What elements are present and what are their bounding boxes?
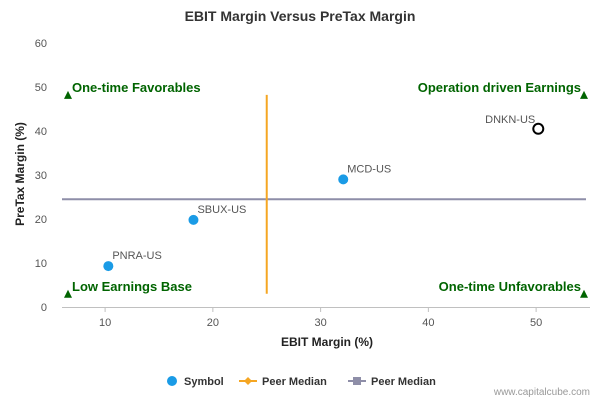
plot-area: 10 20 30 40 50 0 10 20 30 40 50 60 One-time Favorabl… <box>35 38 590 329</box>
legend-marker-circle <box>167 376 177 386</box>
x-tick-label: 50 <box>530 317 542 329</box>
legend-marker-square <box>353 377 361 385</box>
chart-title: EBIT Margin Versus PreTax Margin <box>185 8 416 24</box>
point-label: DNKN-US <box>485 114 535 126</box>
legend-label: Peer Median <box>371 376 436 388</box>
x-tick-label: 20 <box>207 317 219 329</box>
quadrant-marker <box>580 289 588 298</box>
quadrant-marker <box>64 90 72 99</box>
data-point <box>532 122 545 135</box>
credit-text: www.capitalcube.com <box>493 387 590 398</box>
quadrant-marker <box>580 90 588 99</box>
y-axis-title: PreTax Margin (%) <box>13 122 27 226</box>
quadrant-label: Operation driven Earnings <box>418 80 581 95</box>
legend-marker-diamond <box>244 377 252 385</box>
y-tick-label: 20 <box>35 214 47 226</box>
y-tick-label: 50 <box>35 82 47 94</box>
point-label: PNRA-US <box>112 250 162 262</box>
point-label: SBUX-US <box>197 204 246 216</box>
y-tick-label: 60 <box>35 38 47 50</box>
legend-label: Symbol <box>184 376 224 388</box>
point-label: MCD-US <box>347 163 391 175</box>
x-tick-label: 40 <box>422 317 434 329</box>
data-point <box>103 261 114 272</box>
data-point <box>188 214 199 225</box>
quadrant-label: One-time Favorables <box>72 80 201 95</box>
y-tick-label: 0 <box>41 302 47 314</box>
legend: Symbol Peer Median Peer Median <box>167 376 436 388</box>
data-point <box>338 174 349 185</box>
y-tick-label: 40 <box>35 126 47 138</box>
y-tick-label: 10 <box>35 258 47 270</box>
x-tick-label: 10 <box>99 317 111 329</box>
legend-label: Peer Median <box>262 376 327 388</box>
quadrant-label: One-time Unfavorables <box>439 279 581 294</box>
quadrant-marker <box>64 289 72 298</box>
y-tick-label: 30 <box>35 170 47 182</box>
quadrant-label: Low Earnings Base <box>72 279 192 294</box>
x-tick-label: 30 <box>314 317 326 329</box>
x-axis-title: EBIT Margin (%) <box>281 335 373 349</box>
